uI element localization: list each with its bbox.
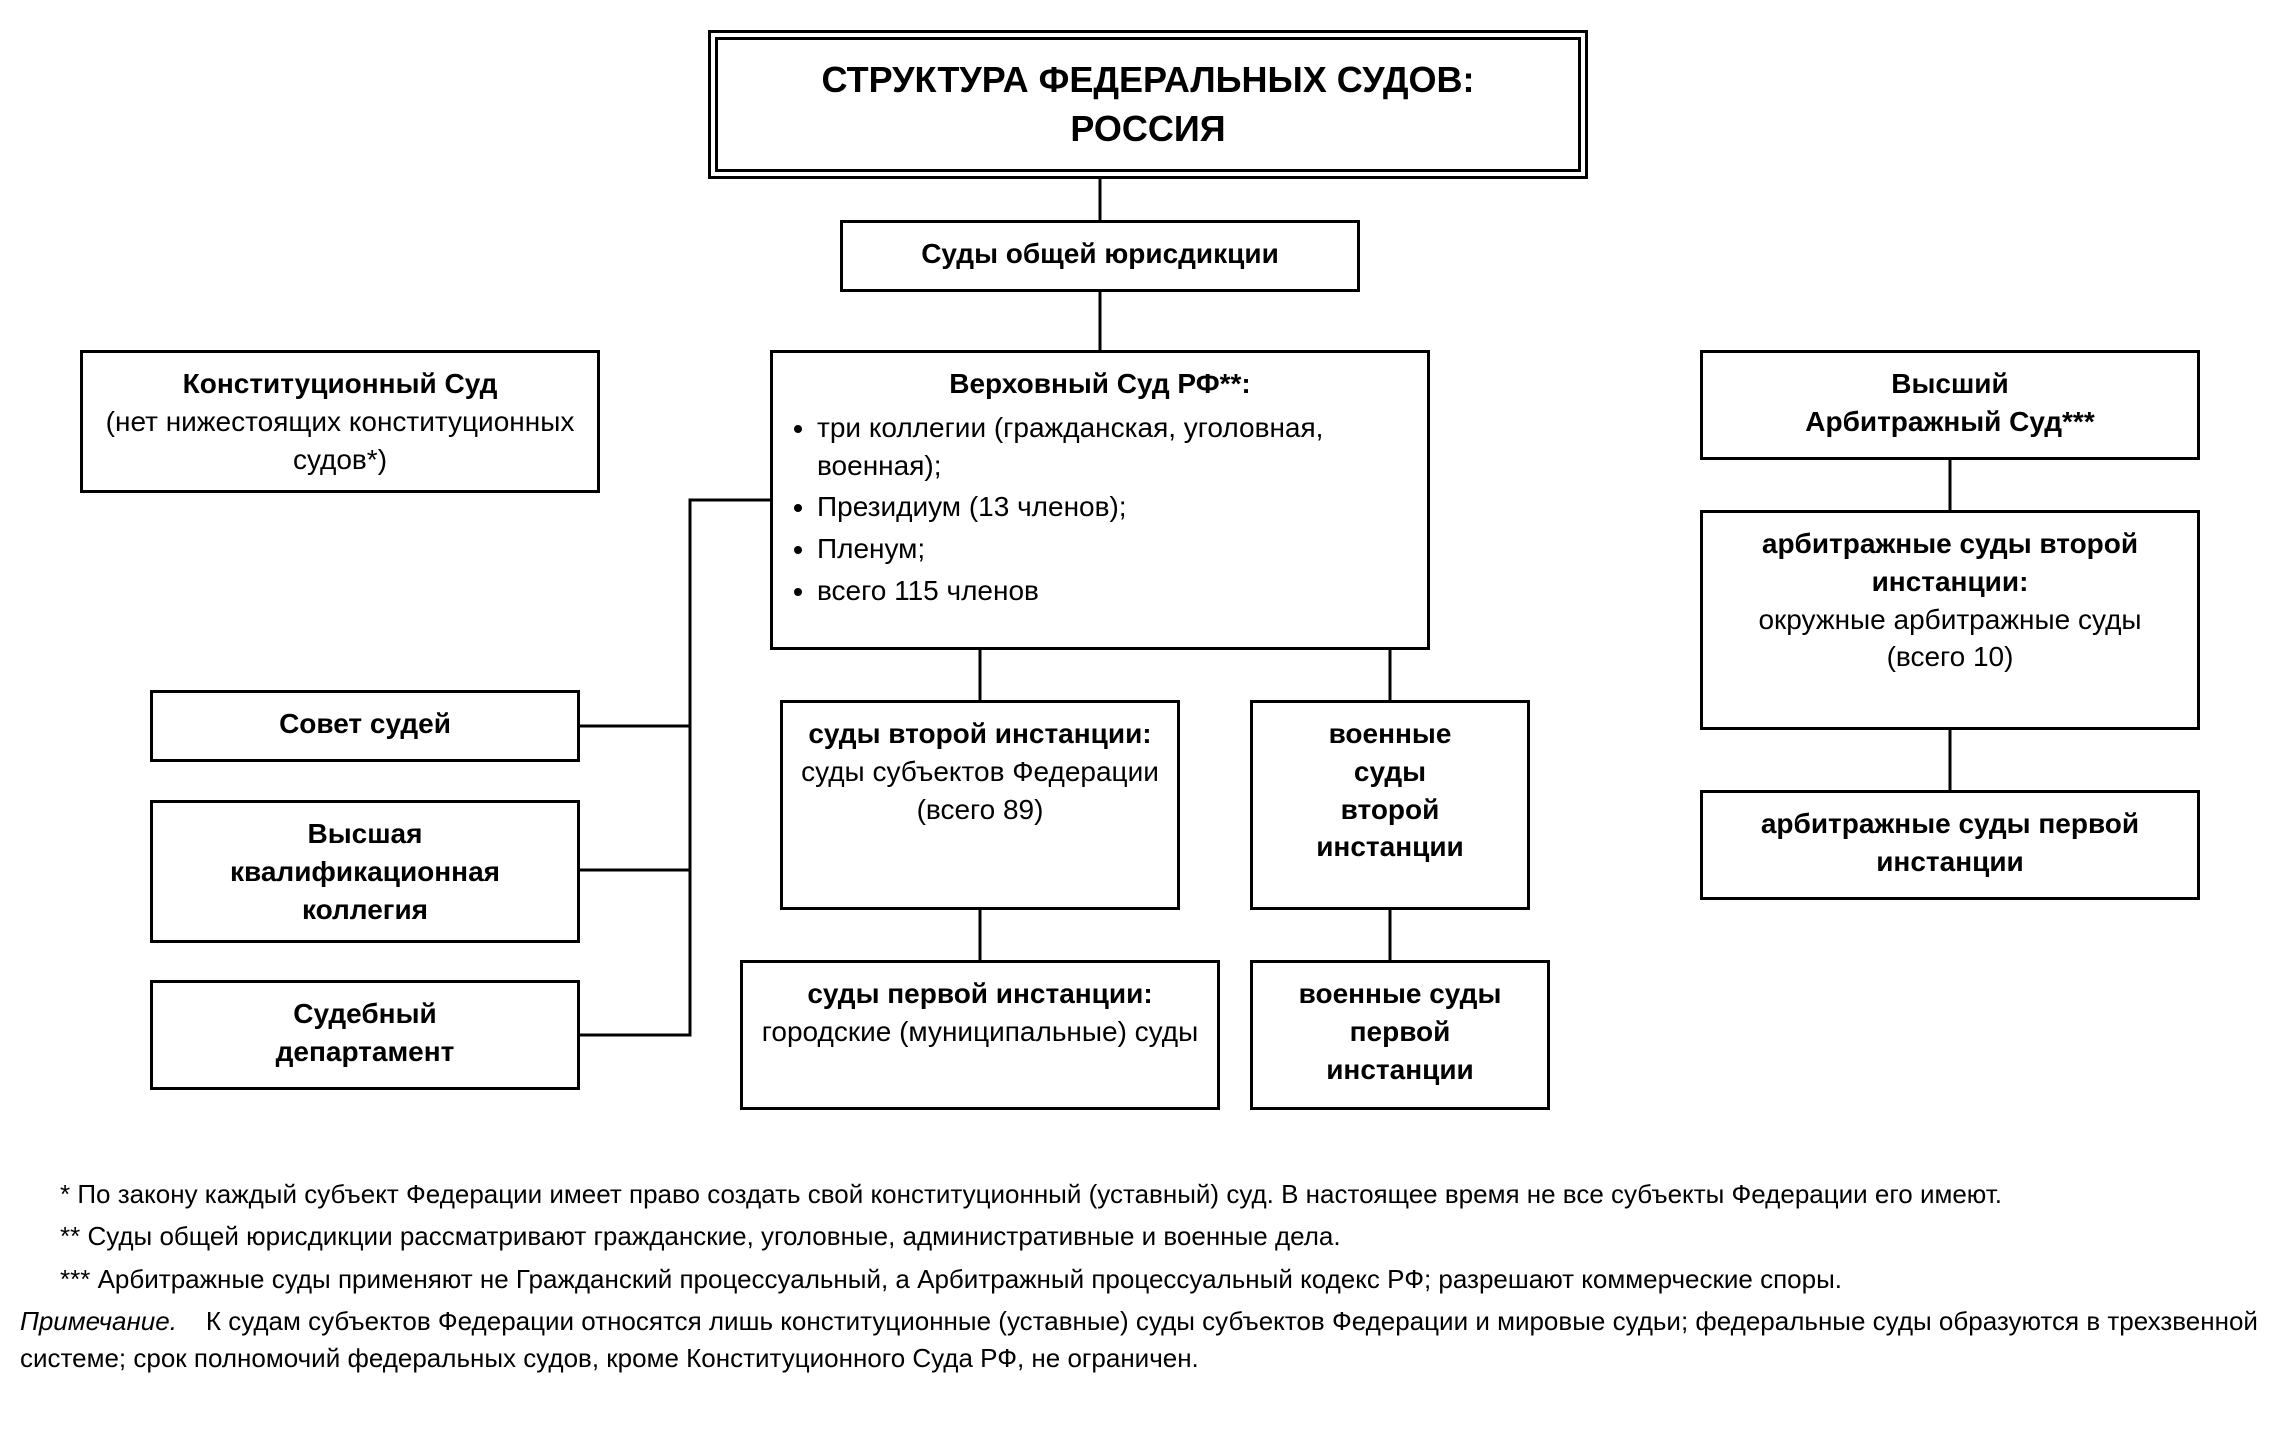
label: Суды общей юрисдикции [921, 238, 1279, 269]
line1: Высшая [171, 815, 559, 853]
line1: Судебный [171, 995, 559, 1033]
node-constitutional-court: Конституционный Суд (нет нижестоящих кон… [80, 350, 600, 493]
footnote-2: ** Суды общей юрисдикции рассматривают г… [20, 1218, 2272, 1254]
line2: суды [1271, 753, 1509, 791]
line1: военные суды [1271, 975, 1529, 1013]
sub: суды субъектов Федерации [801, 753, 1159, 791]
count: (всего 89) [801, 791, 1159, 829]
note-label: Примечание. [20, 1306, 177, 1336]
node-council-judges: Совет судей [150, 690, 580, 762]
title: арбитражные суды второй инстанции: [1721, 525, 2179, 601]
node-judicial-department: Судебный департамент [150, 980, 580, 1090]
line3: коллегия [171, 891, 559, 929]
label-plain: (нет нижестоящих конституционных судов*) [101, 403, 579, 479]
node-arbitration-first: арбитражные суды первой инстанции [1700, 790, 2200, 900]
node-arbitration-high: Высший Арбитражный Суд*** [1700, 350, 2200, 460]
line2: квалификационная [171, 853, 559, 891]
node-military-second: военные суды второй инстанции [1250, 700, 1530, 910]
note-text: К судам субъектов Федерации относятся ли… [20, 1306, 2258, 1372]
node-supreme-court: Верховный Суд РФ**: три коллегии (гражда… [770, 350, 1430, 650]
title-line1: СТРУКТУРА ФЕДЕРАЛЬНЫХ СУДОВ: [758, 56, 1538, 105]
node-general-jurisdiction: Суды общей юрисдикции [840, 220, 1360, 292]
line1: Высший [1721, 365, 2179, 403]
node-arbitration-second: арбитражные суды второй инстанции: окруж… [1700, 510, 2200, 730]
supreme-bullet: всего 115 членов [817, 572, 1409, 610]
line1: военные [1271, 715, 1509, 753]
footnote-1: * По закону каждый субъект Федерации име… [20, 1176, 2272, 1212]
title: суды первой инстанции: [761, 975, 1199, 1013]
count: (всего 10) [1721, 638, 2179, 676]
diagram-canvas: СТРУКТУРА ФЕДЕРАЛЬНЫХ СУДОВ: РОССИЯ Суды… [20, 20, 2272, 1419]
title-line2: РОССИЯ [758, 105, 1538, 154]
line2: первой [1271, 1013, 1529, 1051]
footnote-3: *** Арбитражные суды применяют не Гражда… [20, 1261, 2272, 1297]
supreme-bullet: три коллегии (гражданская, уголовная, во… [817, 409, 1409, 485]
label-bold: Конституционный Суд [101, 365, 579, 403]
title: арбитражные суды первой инстанции [1761, 808, 2139, 877]
sub: городские (муниципальные) суды [761, 1013, 1199, 1051]
line3: второй [1271, 791, 1509, 829]
line2: департамент [171, 1033, 559, 1071]
label: Совет судей [279, 708, 451, 739]
footnotes-block: * По закону каждый субъект Федерации име… [20, 1170, 2272, 1382]
node-second-instance: суды второй инстанции: суды субъектов Фе… [780, 700, 1180, 910]
title-box: СТРУКТУРА ФЕДЕРАЛЬНЫХ СУДОВ: РОССИЯ [708, 30, 1588, 179]
edge-supreme-left_branches [580, 500, 770, 1035]
supreme-bullets: три коллегии (гражданская, уголовная, во… [791, 409, 1409, 610]
node-first-instance: суды первой инстанции: городские (муници… [740, 960, 1220, 1110]
line3: инстанции [1271, 1051, 1529, 1089]
line4: инстанции [1271, 828, 1509, 866]
supreme-bullet: Президиум (13 членов); [817, 488, 1409, 526]
node-military-first: военные суды первой инстанции [1250, 960, 1550, 1110]
line2: Арбитражный Суд*** [1721, 403, 2179, 441]
node-qualification-board: Высшая квалификационная коллегия [150, 800, 580, 943]
sub: окружные арбитражные суды [1721, 601, 2179, 639]
supreme-title: Верховный Суд РФ**: [791, 365, 1409, 403]
footnote-note: Примечание. К судам субъектов Федерации … [20, 1303, 2272, 1376]
supreme-bullet: Пленум; [817, 530, 1409, 568]
title: суды второй инстанции: [801, 715, 1159, 753]
